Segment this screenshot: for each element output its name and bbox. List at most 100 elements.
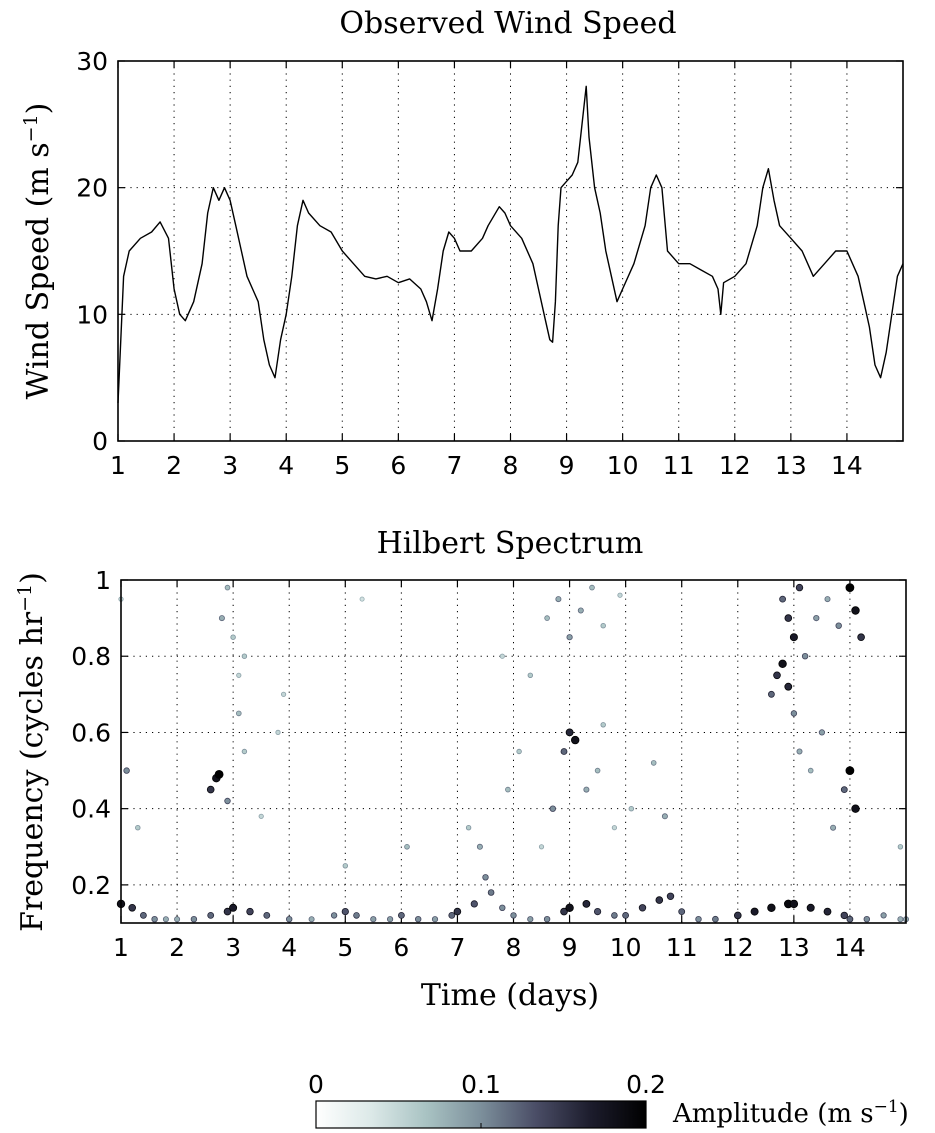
hilbert-spectrum-plot-frame	[120, 579, 907, 924]
top-x-tick-label: 10	[607, 451, 639, 480]
spectrum-point	[286, 916, 293, 923]
bot-y-tick-label: 1	[95, 566, 111, 595]
spectrum-point	[453, 907, 462, 916]
top-x-tick-label: 9	[559, 451, 575, 480]
bot-x-tick-label: 11	[666, 933, 698, 962]
top-x-tick-label: 11	[663, 451, 695, 480]
spectrum-point	[851, 804, 860, 813]
hilbert-spectrum-x-tick-labels: 1 2 3 4 5 6 7 8 9 10 11 12 13 14	[113, 933, 866, 962]
bot-x-tick-label: 3	[225, 933, 241, 962]
top-x-tick-label: 3	[222, 451, 238, 480]
spectrum-point	[229, 903, 238, 912]
spectrum-point	[214, 770, 224, 779]
spectrum-point	[538, 844, 545, 850]
wind-speed-series-line	[117, 85, 904, 404]
spectrum-point	[840, 786, 848, 793]
colorbar-tick-label: 0.2	[626, 1070, 666, 1099]
spectrum-point	[593, 907, 602, 916]
spectrum-point	[123, 767, 130, 774]
spectrum-point	[246, 907, 254, 916]
wind-speed-y-axis-label-close: )	[21, 103, 56, 115]
hilbert-spectrum-y-axis-label-text: Frequency (cycles hr	[15, 611, 50, 932]
hilbert-spectrum-x-axis-label: Time (days)	[421, 978, 599, 1013]
spectrum-point	[135, 825, 141, 831]
colorbar-ticks: 0 0.1 0.2	[308, 1070, 666, 1128]
spectrum-point	[594, 767, 601, 774]
spectrum-point	[236, 710, 242, 717]
hilbert-spectrum-y-tick-labels: 0.2 0.4 0.6 0.8 1	[71, 566, 111, 900]
spectrum-point	[767, 903, 776, 912]
spectrum-point	[151, 916, 158, 923]
spectrum-point	[897, 916, 904, 923]
spectrum-point	[308, 916, 315, 923]
top-x-tick-label: 1	[110, 451, 126, 480]
top-x-tick-label: 12	[719, 451, 751, 480]
spectrum-point	[510, 912, 517, 919]
bot-x-tick-label: 4	[281, 933, 297, 962]
spectrum-point	[555, 596, 562, 603]
spectrum-point	[482, 874, 489, 881]
bot-x-tick-label: 13	[778, 933, 810, 962]
spectrum-point	[499, 653, 505, 659]
wind-speed-y-axis-label-exponent: −1	[20, 114, 42, 142]
spectrum-point	[830, 824, 837, 831]
spectrum-point	[807, 767, 814, 774]
bot-x-tick-label: 8	[506, 933, 522, 962]
bot-y-tick-label: 0.4	[71, 795, 111, 824]
hilbert-spectrum-points	[116, 583, 910, 923]
hilbert-spectrum-panel: Hilbert Spectrum 1 2 3 4 5 6 7 8 9 10 11 12 13 14 0.2…	[14, 526, 910, 1013]
spectrum-point	[465, 825, 472, 831]
spectrum-point	[241, 748, 248, 755]
spectrum-point	[611, 912, 618, 919]
spectrum-point	[589, 584, 595, 591]
hilbert-spectrum-title: Hilbert Spectrum	[377, 526, 644, 561]
top-x-tick-label: 6	[390, 451, 406, 480]
spectrum-point	[516, 748, 522, 755]
colorbar-label: Amplitude (m s−1)	[672, 1097, 909, 1129]
spectrum-point	[415, 916, 422, 923]
spectrum-point	[544, 615, 550, 621]
spectrum-point	[527, 672, 533, 678]
spectrum-point	[582, 900, 591, 908]
spectrum-point	[840, 911, 848, 920]
bot-x-tick-label: 12	[722, 933, 754, 962]
bot-x-tick-label: 7	[449, 933, 465, 962]
spectrum-point	[224, 797, 231, 805]
spectrum-point	[795, 583, 804, 592]
spectrum-point	[258, 813, 264, 819]
spectrum-point	[236, 672, 242, 678]
spectrum-point	[712, 915, 719, 923]
spectrum-point	[565, 728, 574, 737]
spectrum-point	[207, 912, 215, 919]
spectrum-point	[280, 691, 287, 697]
top-x-tick-label: 5	[334, 451, 350, 480]
spectrum-point	[600, 722, 606, 728]
spectrum-point	[476, 843, 483, 850]
spectrum-point	[666, 892, 675, 900]
spectrum-point	[638, 904, 647, 912]
top-y-tick-label: 30	[76, 47, 108, 76]
spectrum-point	[824, 596, 831, 603]
spectrum-point	[655, 896, 664, 904]
colorbar: 0 0.1 0.2 Amplitude (m s−1)	[308, 1070, 909, 1129]
spectrum-point	[835, 622, 842, 629]
spectrum-point	[487, 889, 495, 896]
spectrum-point	[784, 682, 793, 691]
spectrum-point	[162, 916, 169, 923]
spectrum-point	[622, 912, 629, 919]
bot-x-tick-label: 6	[393, 933, 409, 962]
spectrum-point	[566, 634, 573, 641]
spectrum-point	[549, 805, 556, 812]
top-y-tick-label: 0	[92, 427, 108, 456]
spectrum-point	[223, 907, 232, 916]
wind-speed-y-tick-labels: 0 10 20 30	[76, 47, 108, 456]
spectrum-point	[359, 596, 365, 602]
spectrum-point	[880, 912, 887, 919]
hilbert-spectrum-y-axis-label-exponent: −1	[14, 584, 36, 612]
spectrum-point	[560, 748, 568, 755]
spectrum-point	[768, 690, 775, 698]
spectrum-point	[224, 584, 231, 591]
bot-y-tick-label: 0.8	[71, 642, 111, 671]
spectrum-point	[846, 915, 854, 923]
spectrum-point	[431, 916, 439, 923]
